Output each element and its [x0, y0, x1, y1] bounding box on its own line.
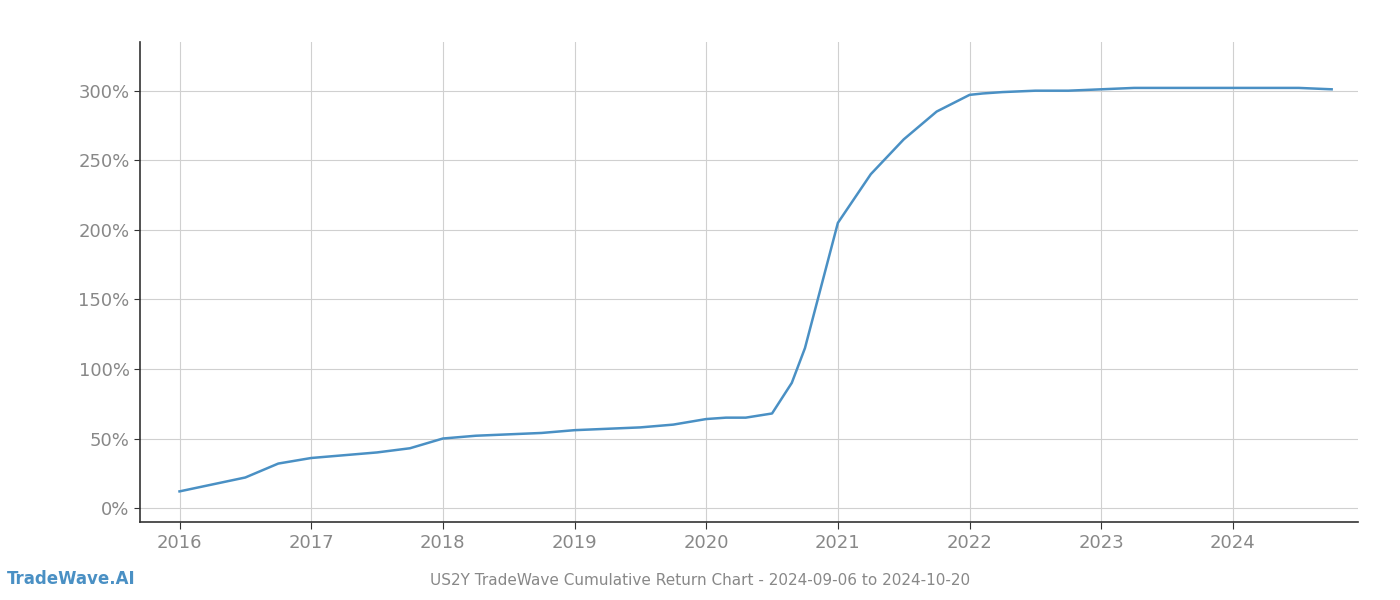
Text: US2Y TradeWave Cumulative Return Chart - 2024-09-06 to 2024-10-20: US2Y TradeWave Cumulative Return Chart -…: [430, 573, 970, 588]
Text: TradeWave.AI: TradeWave.AI: [7, 570, 136, 588]
